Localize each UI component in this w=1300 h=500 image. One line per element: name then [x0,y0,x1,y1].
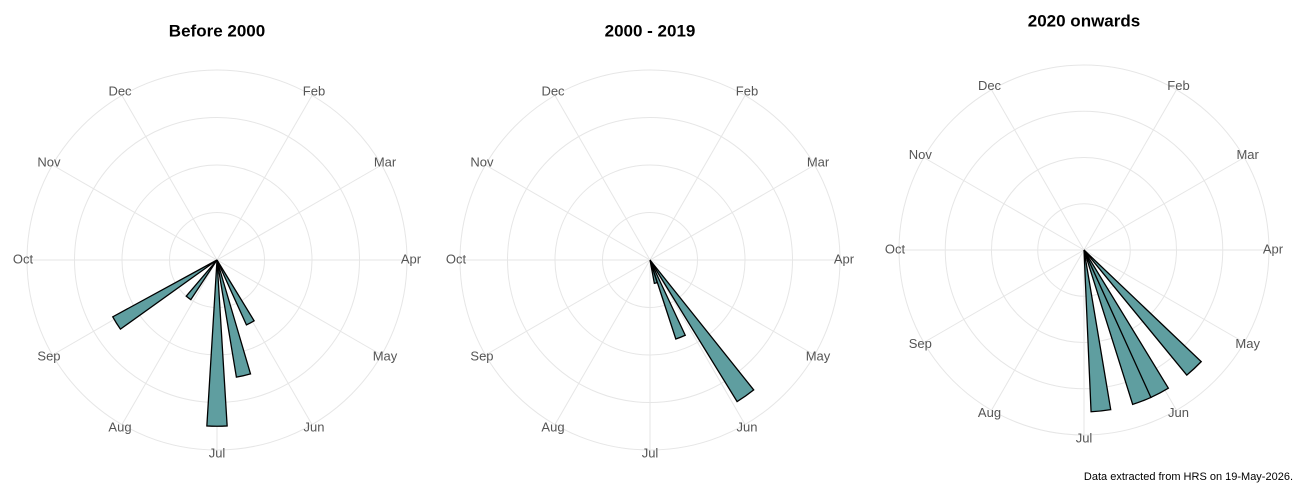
month-label: Jul [642,445,659,460]
month-label: Aug [108,419,131,434]
month-label: Sep [37,348,60,363]
bar [649,259,687,340]
bar [206,259,228,427]
month-label: Apr [1263,241,1284,256]
panel-title: 2000 - 2019 [605,21,696,40]
month-label: May [806,348,831,363]
bar [649,259,755,403]
grid-spoke [216,259,382,356]
bar [1083,249,1170,399]
bar [216,259,256,326]
month-label: Dec [978,78,1002,93]
grid-spoke [991,89,1085,251]
grid-spoke [649,259,815,356]
month-label: Mar [1236,147,1259,162]
month-label: Oct [446,251,467,266]
month-label: Feb [736,83,758,98]
month-label: Apr [834,251,855,266]
month-label: May [1235,336,1260,351]
month-label: Dec [108,83,132,98]
grid-spoke [923,157,1085,251]
month-label: Aug [541,419,564,434]
panel-title: 2020 onwards [1028,11,1140,30]
grid-spoke [991,249,1085,411]
month-label: Jul [1076,430,1093,445]
month-label: Jun [304,419,325,434]
month-label: Feb [1167,78,1189,93]
grid-spoke [121,259,218,425]
caption: Data extracted from HRS on 19-May-2026. [1084,471,1293,483]
month-label: Mar [807,154,830,169]
month-label: Nov [37,154,61,169]
month-label: Feb [303,83,325,98]
month-label: Sep [470,348,493,363]
bar [111,259,218,331]
month-label: Jun [737,419,758,434]
month-label: Aug [978,405,1001,420]
bar [649,259,658,285]
month-label: Nov [909,147,933,162]
grid-spoke [52,164,218,261]
grid-spoke [121,95,218,261]
grid-spoke [554,95,651,261]
panel-title: Before 2000 [169,21,265,40]
month-label: May [373,348,398,363]
grid-spoke [1083,249,1245,343]
month-label: Jul [209,445,226,460]
month-label: Nov [470,154,494,169]
grid-spoke [1083,157,1245,251]
month-label: Oct [13,251,34,266]
bar [1083,249,1112,413]
grid-spoke [649,164,815,261]
month-label: Oct [885,241,906,256]
bar [216,259,252,378]
month-label: Mar [374,154,397,169]
bar [185,259,218,301]
grid-spoke [649,95,746,261]
grid-spoke [554,259,651,425]
month-label: Dec [541,83,565,98]
grid-spoke [649,259,746,425]
grid-spoke [923,249,1085,343]
bar [1083,249,1203,377]
month-label: Sep [909,336,932,351]
grid-spoke [485,164,651,261]
grid-spoke [216,95,313,261]
grid-spoke [485,259,651,356]
grid-spoke [1083,89,1177,251]
month-label: Apr [401,251,422,266]
grid-spoke [216,164,382,261]
month-label: Jun [1168,405,1189,420]
